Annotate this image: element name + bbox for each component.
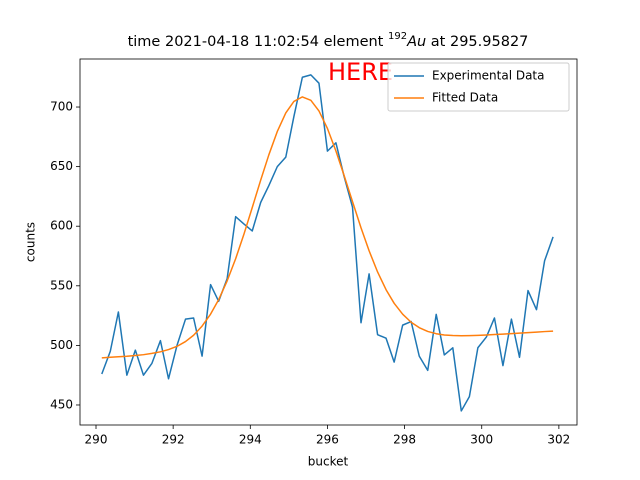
x-tick-label: 302 xyxy=(547,433,570,447)
legend-label: Experimental Data xyxy=(432,69,545,83)
title-suffix: at 295.95827 xyxy=(426,34,528,50)
x-axis-label: bucket xyxy=(308,455,349,469)
x-tick-label: 294 xyxy=(239,433,262,447)
x-tick-label: 290 xyxy=(85,433,108,447)
y-tick-label: 500 xyxy=(50,338,73,352)
y-tick-label: 600 xyxy=(50,219,73,233)
y-tick-label: 550 xyxy=(50,278,73,292)
title-element: Au xyxy=(406,34,426,50)
x-tick-label: 296 xyxy=(316,433,339,447)
y-tick-label: 700 xyxy=(50,100,73,114)
axes-frame xyxy=(79,58,578,426)
legend-box xyxy=(387,62,570,112)
title-isotope: 192 xyxy=(388,31,407,42)
y-tick-label: 650 xyxy=(50,159,73,173)
y-axis-label: counts xyxy=(24,222,38,262)
legend-label: Fitted Data xyxy=(432,91,498,105)
title-prefix: time 2021-04-18 11:02:54 element xyxy=(128,34,388,50)
y-tick-label: 450 xyxy=(50,397,73,411)
x-tick-label: 292 xyxy=(162,433,185,447)
chart-title: time 2021-04-18 11:02:54 element 192Au a… xyxy=(128,31,529,50)
data-line xyxy=(101,74,554,412)
x-tick-label: 300 xyxy=(470,433,493,447)
annotation: HERE xyxy=(328,58,393,86)
x-tick-label: 298 xyxy=(393,433,416,447)
data-line xyxy=(101,96,554,359)
